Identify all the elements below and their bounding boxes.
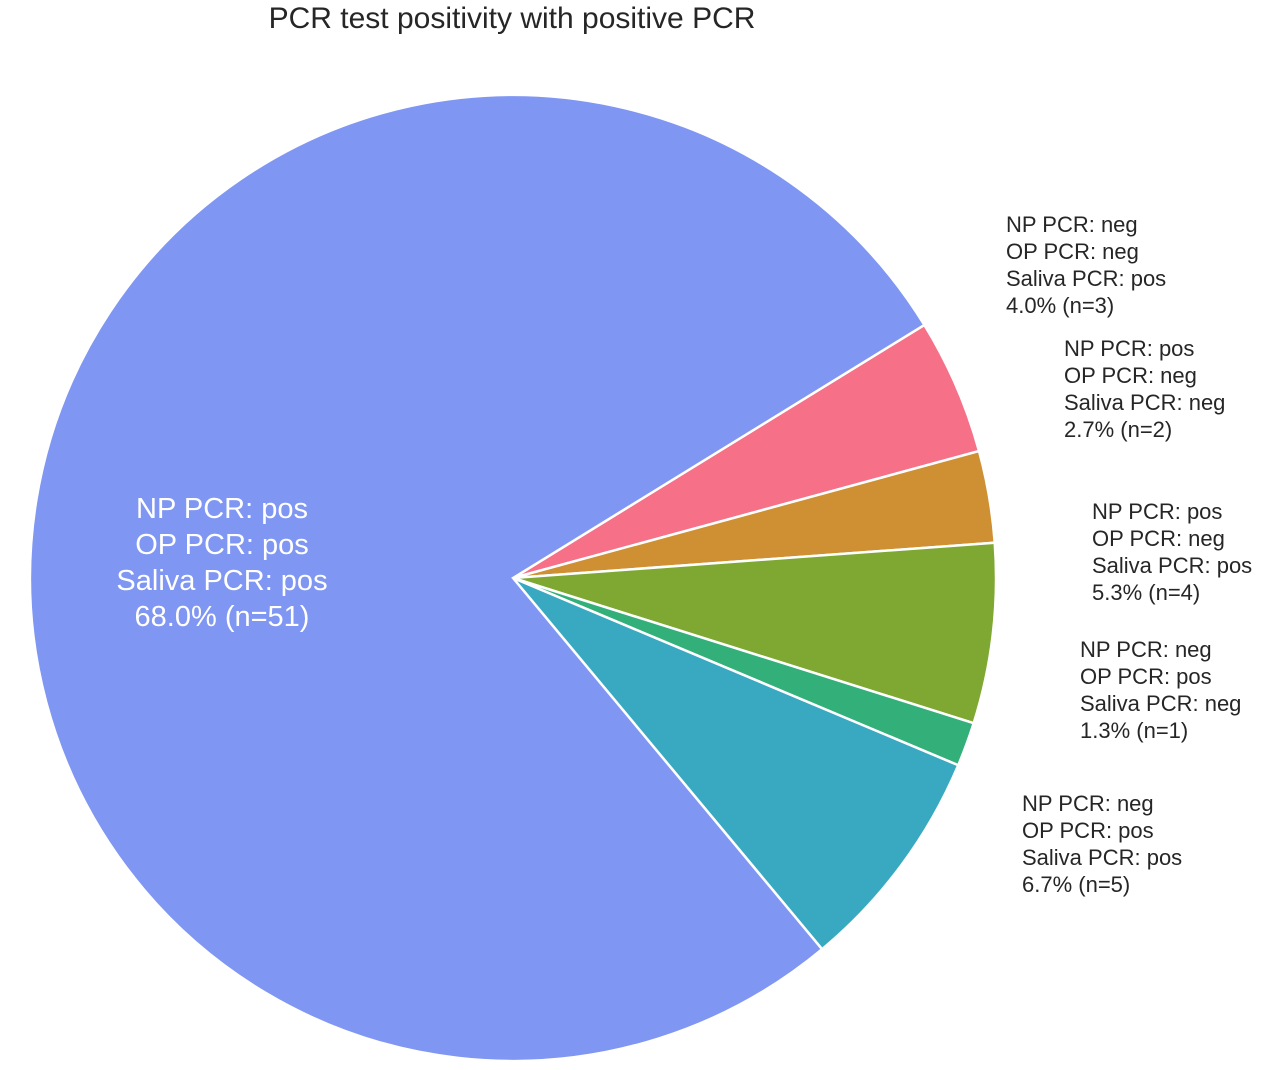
slice-label-line: NP PCR: pos	[1064, 336, 1194, 361]
pie-slice	[28, 93, 927, 1063]
slice-label: NP PCR: pos OP PCR: neg Saliva PCR: pos 5.3…	[1092, 499, 1252, 605]
slice-label-line: Saliva PCR: neg	[1080, 691, 1241, 716]
slice-label-line: Saliva PCR: pos	[116, 565, 327, 597]
slice-label-line: OP PCR: neg	[1006, 239, 1139, 264]
slice-label: NP PCR: neg OP PCR: neg Saliva PCR: pos 4.0…	[1006, 212, 1166, 318]
slice-label-line: OP PCR: neg	[1092, 526, 1225, 551]
pie-slice	[512, 541, 998, 725]
slice-labels: NP PCR: neg OP PCR: neg Saliva PCR: pos 4.0…	[116, 212, 1252, 897]
slice-label-line: 5.3% (n=4)	[1092, 580, 1200, 605]
slice-label-line: 1.3% (n=1)	[1080, 718, 1188, 743]
slice-label-line: 4.0% (n=3)	[1006, 293, 1114, 318]
pie-slices	[28, 93, 998, 1063]
pie-slice	[512, 576, 960, 951]
slice-label-line: Saliva PCR: pos	[1092, 553, 1252, 578]
slice-label-line: OP PCR: pos	[1022, 818, 1154, 843]
slice-label-line: NP PCR: pos	[136, 493, 308, 525]
slice-label-line: Saliva PCR: neg	[1064, 390, 1225, 415]
slice-label: NP PCR: neg OP PCR: pos Saliva PCR: pos 6.7…	[1022, 791, 1182, 897]
slice-label-line: OP PCR: neg	[1064, 363, 1197, 388]
slice-label-line: Saliva PCR: pos	[1006, 266, 1166, 291]
slice-label-line: NP PCR: neg	[1006, 212, 1138, 237]
slice-label-line: OP PCR: pos	[135, 529, 309, 561]
slice-label: NP PCR: pos OP PCR: pos Saliva PCR: pos 68.…	[116, 493, 327, 633]
slice-label-line: OP PCR: pos	[1080, 664, 1212, 689]
slice-label-line: NP PCR: pos	[1092, 499, 1222, 524]
slice-label-line: NP PCR: neg	[1022, 791, 1154, 816]
slice-label-line: 6.7% (n=5)	[1022, 872, 1130, 897]
slice-label-line: 2.7% (n=2)	[1064, 417, 1172, 442]
slice-label-line: Saliva PCR: pos	[1022, 845, 1182, 870]
slice-label: NP PCR: pos OP PCR: neg Saliva PCR: neg 2.7…	[1064, 336, 1225, 442]
slice-label: NP PCR: neg OP PCR: pos Saliva PCR: neg 1.3…	[1080, 637, 1241, 743]
slice-label-line: NP PCR: neg	[1080, 637, 1212, 662]
chart-title: PCR test positivity with positive PCR	[269, 2, 756, 35]
slice-label-line: 68.0% (n=51)	[135, 601, 310, 633]
